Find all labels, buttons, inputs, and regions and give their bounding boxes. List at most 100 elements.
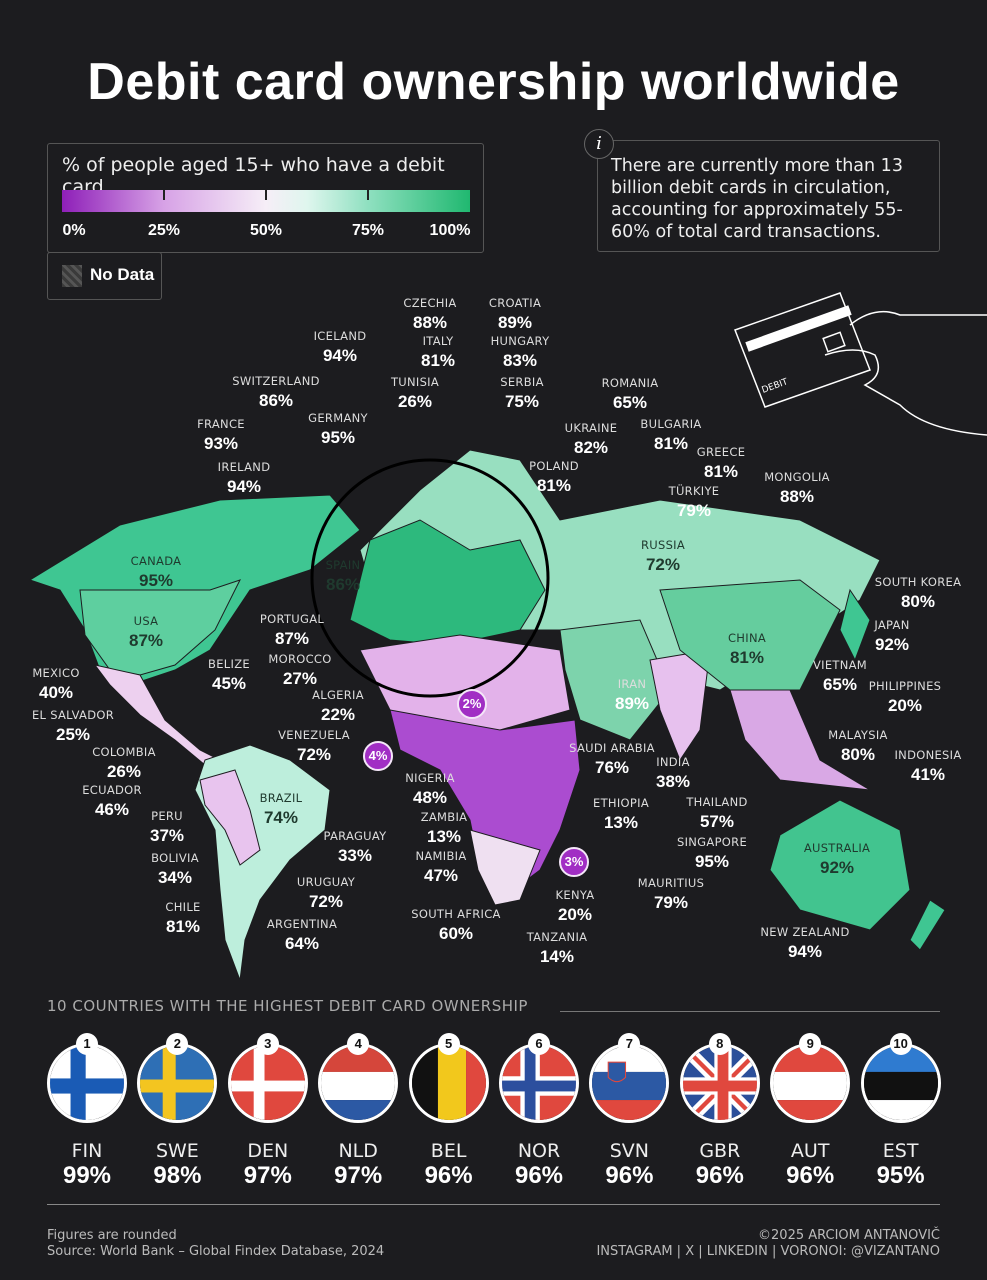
legend-tick-label: 25% [147,222,181,239]
rank-badge: 9 [799,1033,822,1055]
country-label: ITALY 81% [421,334,455,371]
country-label: TÜRKIYE 79% [669,485,720,521]
country-value: 79% [653,892,689,912]
country-name: THAILAND [686,795,748,809]
info-icon: i [584,129,614,159]
country-name: KENYA [555,888,595,902]
country-name: CANADA [130,554,182,568]
social-links[interactable]: INSTAGRAM | X | LINKEDIN | VORONOI: @VIZ… [596,1244,940,1259]
country-label: SINGAPORE 95% [677,836,747,872]
country-label: SWITZERLAND 86% [232,375,320,411]
country-value: 20% [557,904,593,924]
country-value: 95% [320,427,356,447]
country-name: URUGUAY [296,875,356,889]
country-label: MOROCCO 27% [268,653,331,689]
map-andes [199,769,261,866]
top10-heading: 10 COUNTRIES WITH THE HIGHEST DEBIT CARD… [47,997,528,1015]
country-name: ITALY [422,334,454,348]
country-value: 14% [539,946,575,966]
country-label: POLAND 81% [529,459,579,496]
flag-nor [499,1043,579,1123]
country-value: 81% [165,916,201,936]
country-value: 26% [106,761,142,781]
country-label: MONGOLIA 88% [764,471,830,507]
country-value: 72% [296,744,332,764]
country-label: PHILIPPINES 20% [869,680,942,716]
country-name: CZECHIA [403,296,457,310]
legend-tick-label: 50% [249,222,283,239]
country-value: 87% [128,630,164,650]
source-text: Source: World Bank – Global Findex Datab… [47,1244,385,1259]
rank-badge: 7 [618,1033,641,1055]
country-label: URUGUAY 72% [296,875,356,912]
country-value: 92% [819,857,855,877]
flag-swe [137,1043,218,1123]
country-name: CROATIA [488,296,542,310]
flag-gbr [679,1043,760,1123]
flag-bel [408,1043,489,1123]
legend-tick [367,190,369,200]
country-value: 27% [282,668,318,688]
country-label: ICELAND 94% [314,330,367,366]
country-value: 80% [900,591,936,611]
country-value: 13% [426,826,462,846]
country-name: PARAGUAY [323,829,387,843]
flag-bubble-sierra-leone: 4% [363,741,393,771]
country-value: 40% [38,682,74,702]
country-code: AUT [790,1140,830,1162]
flag-svn [589,1043,670,1123]
flag-aut [770,1043,851,1123]
legend-tick-label: 0% [62,222,86,239]
rank-badge: 8 [708,1033,731,1055]
country-label: ARGENTINA 64% [267,918,337,954]
country-name: POLAND [529,459,579,473]
country-name: EL SALVADOR [31,708,115,722]
legend-tick [265,190,267,200]
country-value: 65% [612,392,648,412]
country-label: USA 87% [128,615,164,651]
country-value: 95% [138,570,174,590]
country-value: 82% [573,437,609,457]
rank-badge: 1 [76,1033,98,1055]
country-label: BOLIVIA 34% [151,852,199,888]
country-value: 57% [699,811,735,831]
country-label: ALGERIA 22% [312,689,364,725]
no-data-legend: No Data [47,252,162,300]
flag-fin [47,1043,127,1123]
country-value: 60% [438,923,474,943]
country-value: 37% [149,825,185,845]
world-map [28,449,946,981]
footer-left: Figures are rounded Source: World Bank –… [47,1228,384,1260]
country-code: SWE [155,1140,199,1162]
country-code: EST [882,1140,919,1162]
country-percent: 96% [605,1162,654,1189]
country-name: MALAYSIA [828,728,888,742]
country-name: BULGARIA [640,417,702,431]
country-percent: 95% [876,1162,925,1189]
country-value: 94% [787,941,823,961]
country-label: MALAYSIA 80% [828,728,888,765]
country-name: TANZANIA [526,930,588,944]
country-label: RUSSIA 72% [640,538,686,575]
legend-tick-label: 75% [351,222,385,239]
country-label: AUSTRALIA 92% [804,842,870,878]
country-name: CHINA [727,631,767,645]
country-name: GERMANY [308,411,368,425]
map-china [659,579,841,691]
country-percent: 99% [62,1162,112,1189]
country-value: 74% [263,807,299,827]
country-value: 81% [536,475,572,495]
country-value: 48% [412,787,448,807]
country-name: ETHIOPIA [593,796,649,810]
country-percent: 96% [695,1162,744,1189]
country-label: VIETNAM 65% [813,659,867,695]
country-name: PERU [151,809,183,823]
country-name: MAURITIUS [637,876,705,890]
country-name: RUSSIA [640,538,686,552]
country-value: 22% [320,704,356,724]
legend-tick-label: 100% [429,222,471,239]
country-value: 89% [497,312,533,332]
country-name: SOUTH KOREA [874,575,962,589]
country-value: 81% [703,461,739,481]
country-label: COLOMBIA 26% [92,746,156,782]
